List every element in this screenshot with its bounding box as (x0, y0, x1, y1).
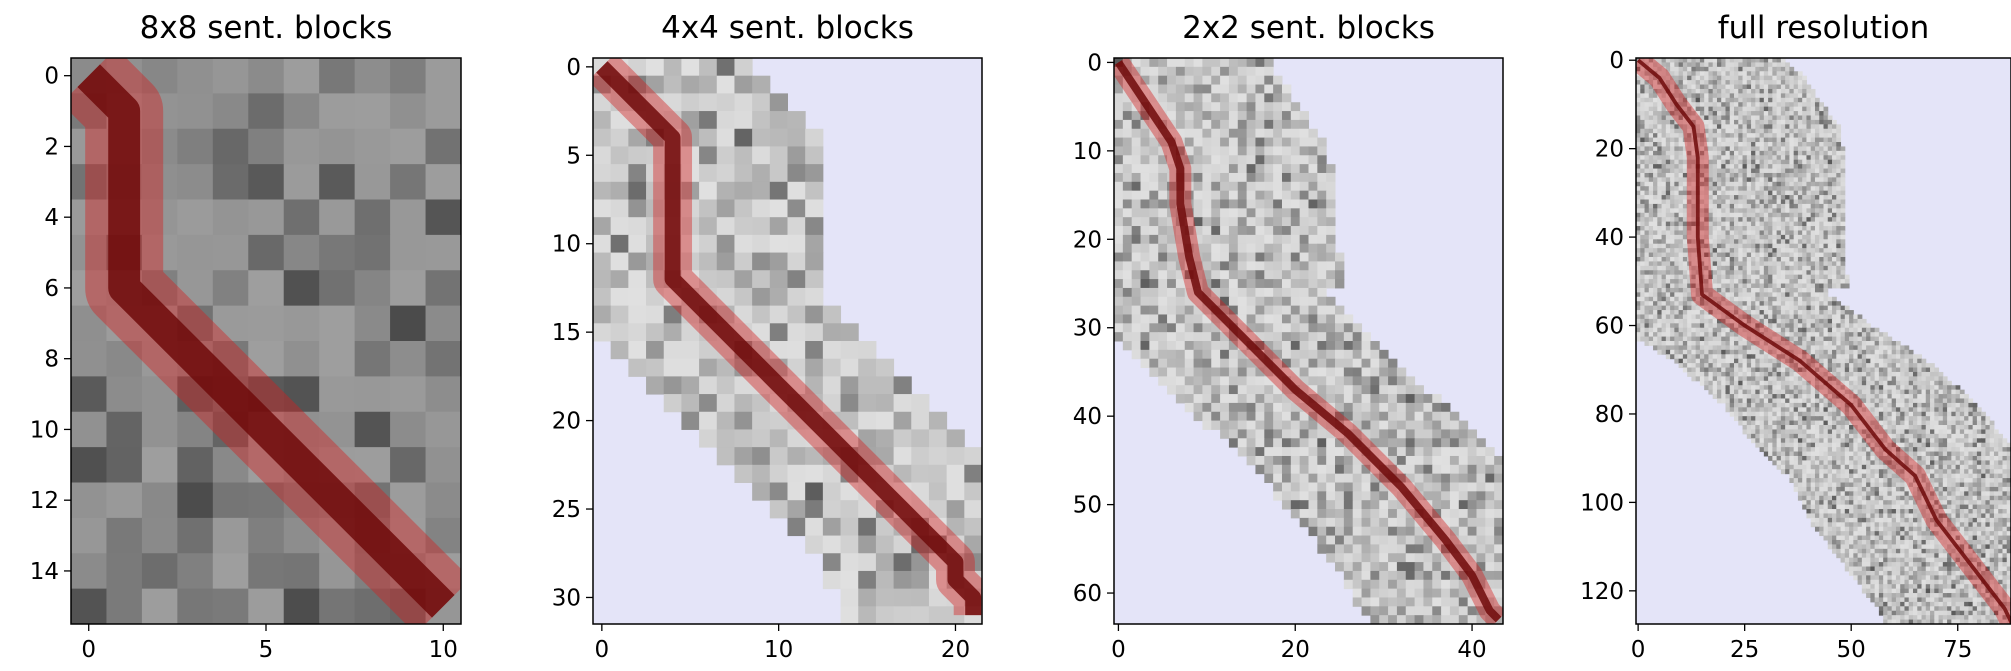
y-tick-label: 50 (1073, 493, 1102, 519)
x-tick-label: 75 (1943, 637, 1972, 663)
y-tick-label: 80 (1595, 402, 1624, 428)
y-tick-label: 40 (1595, 225, 1624, 251)
y-tick-label: 120 (1580, 579, 1624, 605)
alignment-path (1115, 60, 1502, 623)
y-tick-label: 10 (1073, 139, 1102, 165)
axes-frame (592, 57, 983, 625)
y-tick-label: 40 (1073, 404, 1102, 430)
y-tick-label: 60 (1595, 314, 1624, 340)
y-tick-label: 30 (1073, 316, 1102, 342)
x-tick-label: 40 (1457, 637, 1486, 663)
x-tick-label: 0 (81, 637, 96, 663)
y-tick-label: 6 (44, 276, 59, 302)
alignment-path (77, 64, 455, 618)
y-tick-label: 0 (1087, 50, 1102, 76)
x-tick-label: 10 (429, 637, 458, 663)
x-tick-label: 0 (595, 637, 610, 663)
y-tick-label: 60 (1073, 581, 1102, 607)
panel-1: 8x8 sent. blocks 0 5 10 0 2 4 6 8 10 12 14 (30, 10, 462, 663)
y-tick-label: 25 (552, 497, 581, 523)
y-tick-label: 30 (552, 585, 581, 611)
x-tick-label: 20 (941, 637, 970, 663)
x-tick-label: 20 (1281, 637, 1310, 663)
panel-title: 4x4 sent. blocks (661, 10, 914, 46)
y-tick-label: 2 (44, 134, 59, 160)
panel-2: 4x4 sent. blocks 0 10 20 0 5 10 15 20 25 30 (552, 10, 983, 663)
y-tick-label: 10 (30, 417, 59, 443)
axes-frame (1635, 57, 2011, 625)
x-tick-label: 25 (1730, 637, 1759, 663)
panel-4: full resolution 0 25 50 75 0 20 40 60 80 100 120 (1580, 10, 2011, 663)
panel-3: 2x2 sent. blocks 0 20 40 0 10 20 30 40 50 60 (1073, 10, 1504, 663)
y-tick-label: 4 (44, 205, 59, 231)
x-tick-label: 0 (1631, 637, 1646, 663)
y-tick-label: 100 (1580, 490, 1624, 516)
x-tick-label: 5 (259, 637, 274, 663)
y-tick-label: 20 (1595, 137, 1624, 163)
panel-title: full resolution (1718, 10, 1930, 46)
x-tick-label: 0 (1111, 637, 1126, 663)
heatmap-cells (1636, 58, 2011, 624)
y-tick-label: 15 (552, 320, 581, 346)
y-tick-label: 12 (30, 488, 59, 514)
alignment-path (596, 61, 982, 616)
y-tick-label: 10 (552, 232, 581, 258)
y-tick-label: 5 (566, 143, 581, 169)
y-tick-label: 20 (1073, 227, 1102, 253)
x-tick-label: 10 (764, 637, 793, 663)
x-tick-label: 50 (1837, 637, 1866, 663)
panel-title: 2x2 sent. blocks (1182, 10, 1435, 46)
alignment-path (1636, 58, 2011, 624)
y-tick-label: 8 (44, 347, 59, 373)
y-tick-label: 0 (1609, 48, 1624, 74)
y-tick-label: 0 (44, 64, 59, 90)
panel-title: 8x8 sent. blocks (140, 10, 393, 46)
axes-frame (1113, 57, 1504, 625)
y-tick-label: 14 (30, 559, 59, 585)
heatmap-cells (593, 58, 982, 624)
y-tick-label: 20 (552, 409, 581, 435)
y-tick-label: 0 (566, 55, 581, 81)
